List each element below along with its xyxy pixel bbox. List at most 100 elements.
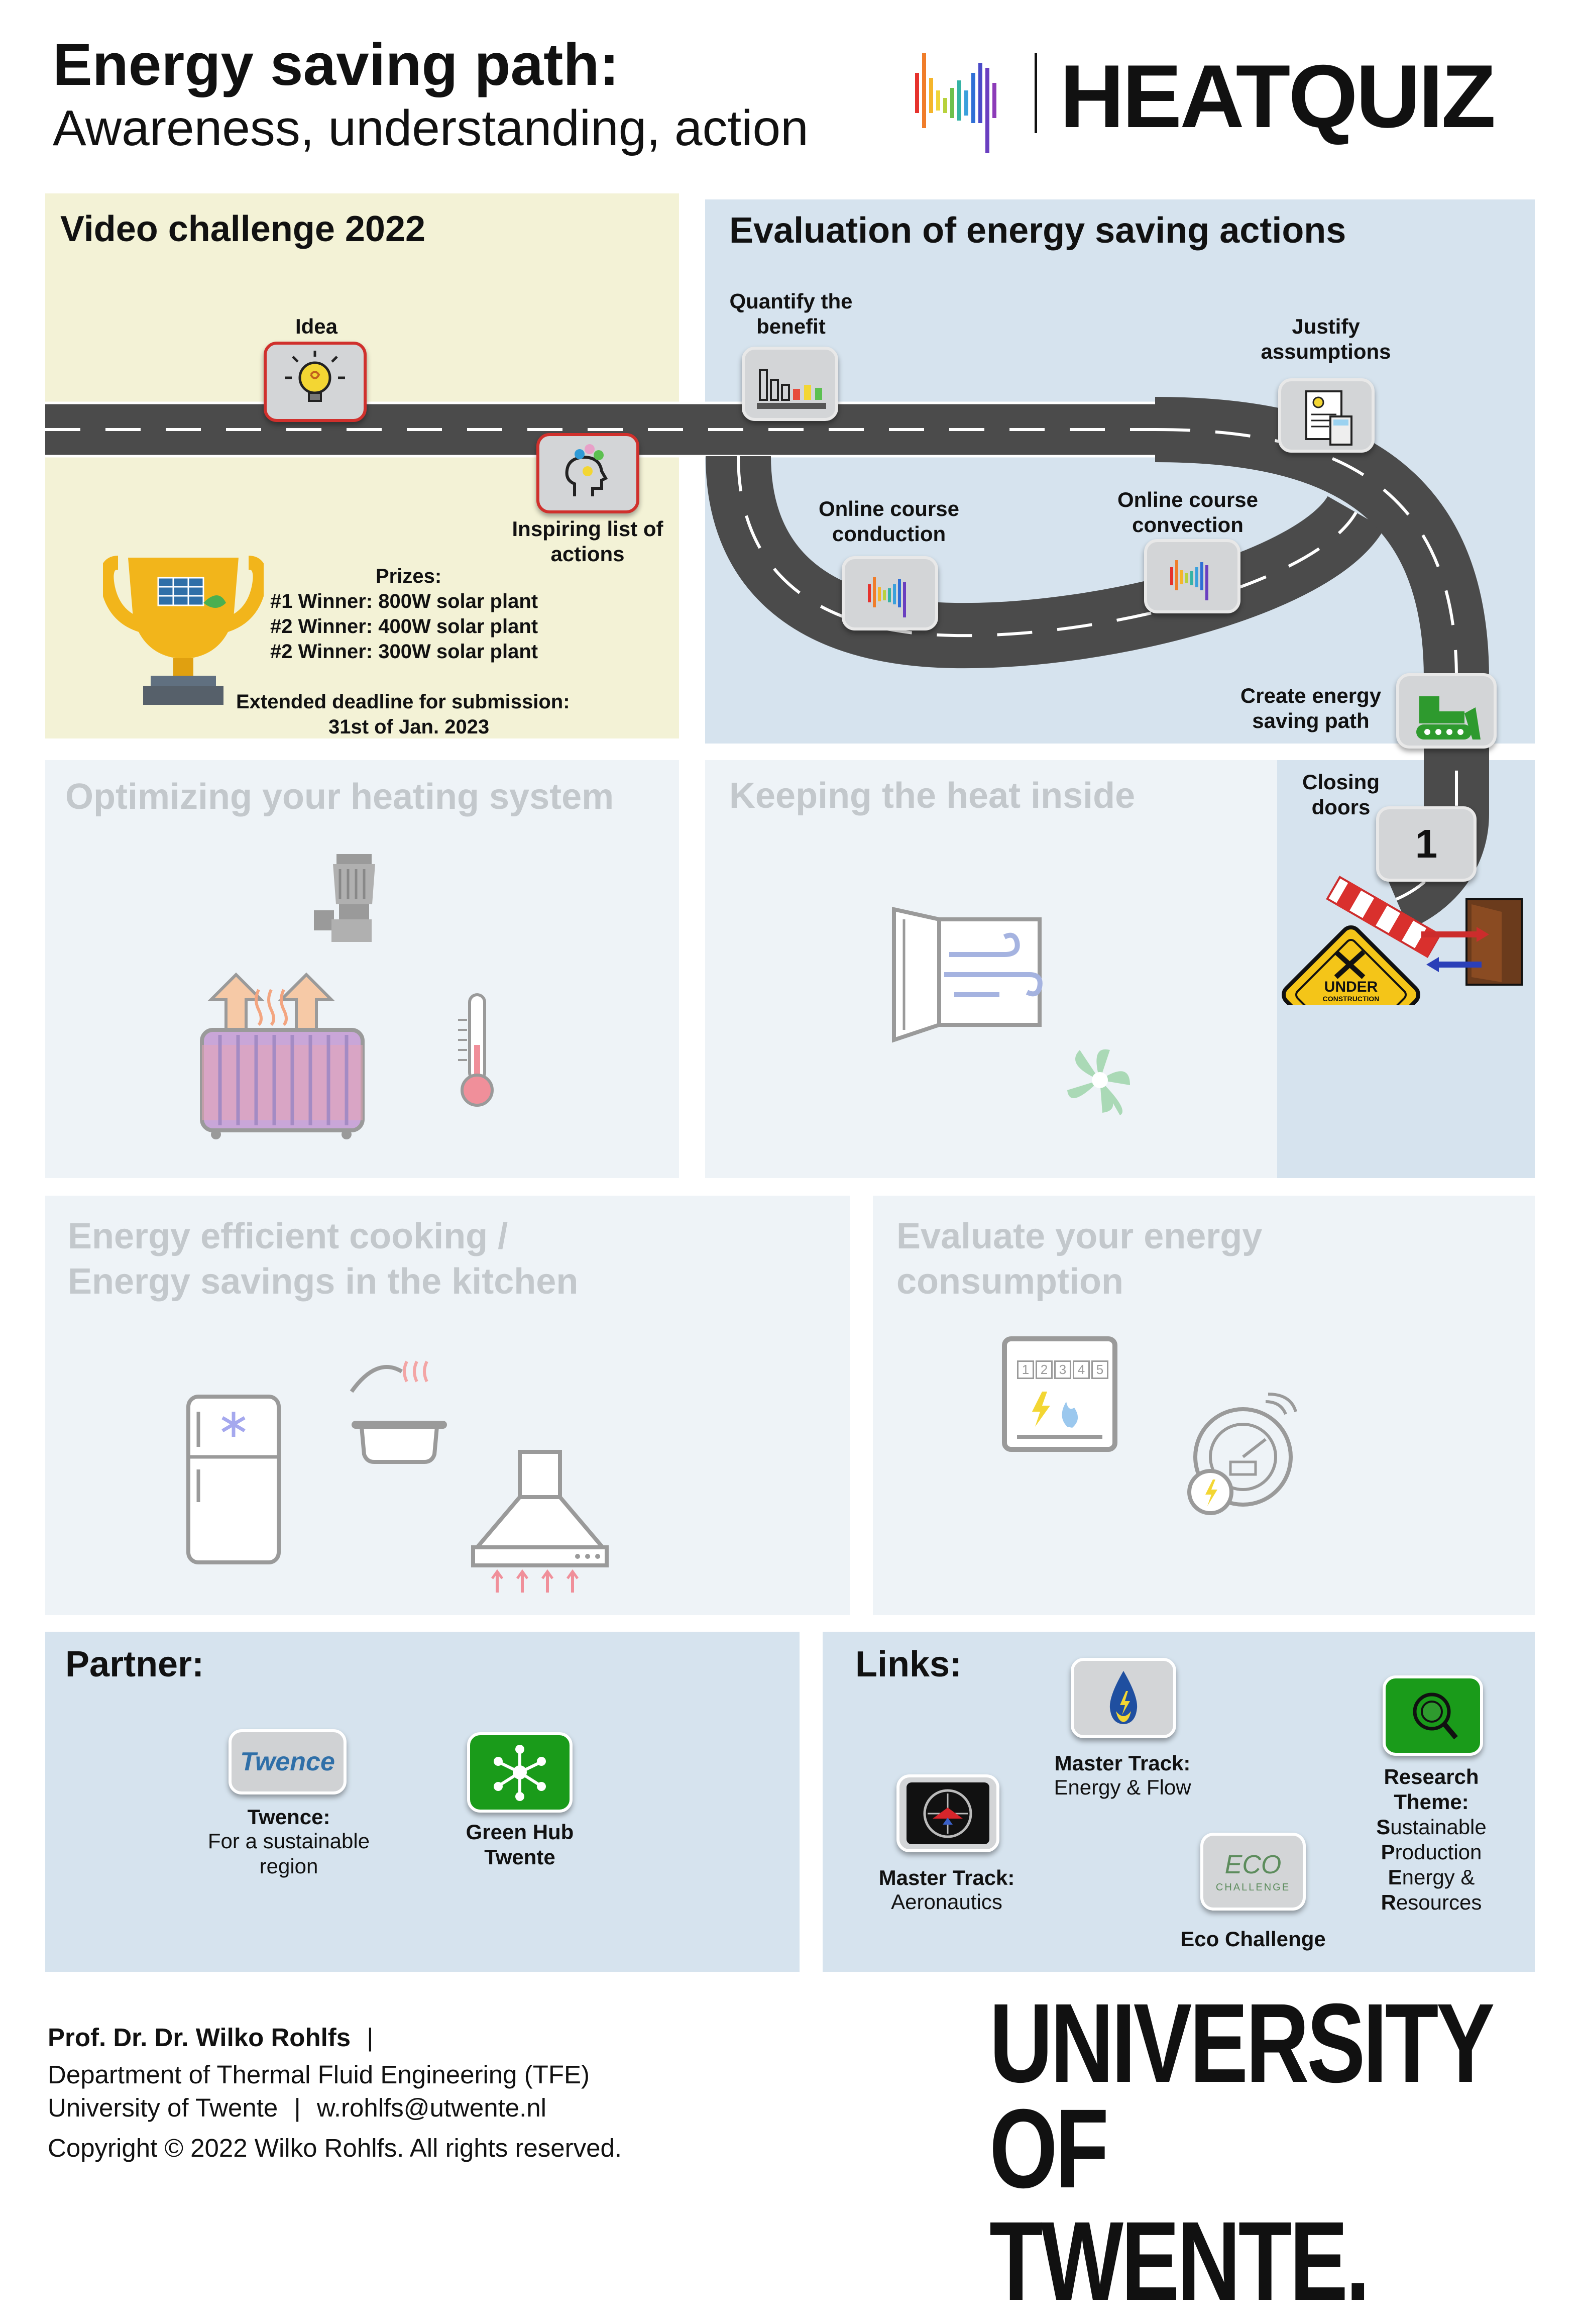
partner-title: Partner: <box>65 1644 204 1684</box>
green-hub-line-1: Green Hub <box>466 1820 574 1844</box>
conduction-course-tile[interactable] <box>842 556 938 630</box>
university-line: University of Twente | w.rohlfs@utwente.… <box>48 2095 546 2121</box>
network-icon <box>494 1745 546 1801</box>
evaluation-title: Evaluation of energy saving actions <box>729 210 1346 251</box>
green-hub-line-2: Twente <box>484 1845 555 1869</box>
aeronautics-badge-icon <box>907 1782 989 1844</box>
convection-label: Online course convection <box>1117 488 1259 537</box>
meter-digit: 2 <box>1036 1360 1053 1379</box>
eco-challenge-label: Eco Challenge <box>1180 1927 1326 1951</box>
aeronautics-tile[interactable] <box>896 1774 999 1852</box>
research-item-first: P <box>1381 1840 1395 1864</box>
lightbulb-icon <box>285 351 345 402</box>
cooking-title-line-1: Energy efficient cooking / <box>68 1216 508 1256</box>
energy-flow-label: Energy & Flow <box>1054 1775 1191 1799</box>
consumption-title-line-2: consumption <box>896 1261 1123 1302</box>
links-title: Links: <box>855 1644 962 1684</box>
partner-panel <box>45 1632 800 1972</box>
heatquiz-course-icon <box>1170 560 1208 600</box>
email-link[interactable]: w.rohlfs@utwente.nl <box>316 2093 547 2122</box>
plane-gauge-icon <box>923 1789 972 1838</box>
thermometer-icon <box>458 993 494 1107</box>
aeronautics-label-bold: Master Track: <box>878 1866 1015 1889</box>
eco-challenge-tile[interactable]: ECO CHALLENGE <box>1200 1833 1306 1911</box>
inspiring-list-label: Inspiring list of actions <box>512 517 663 566</box>
utwente-logo-line-1: UNIVERSITY <box>989 1980 1495 2106</box>
research-item-rest: esources <box>1396 1890 1482 1914</box>
justify-tile[interactable] <box>1278 378 1375 453</box>
meter-digit: 4 <box>1073 1360 1090 1379</box>
convection-course-tile[interactable] <box>1144 539 1240 613</box>
prize-2: #2 Winner: 400W solar plant <box>270 615 538 638</box>
energy-flow-tile[interactable] <box>1071 1658 1176 1738</box>
heatquiz-course-icon <box>868 577 906 617</box>
research-item-rest: ustainable <box>1390 1815 1487 1839</box>
magnifier-recycle-icon <box>1413 1693 1458 1740</box>
research-item-first: R <box>1381 1890 1396 1914</box>
energy-flow-label-bold: Master Track: <box>1054 1751 1191 1775</box>
eco-logo-sub: CHALLENGE <box>1215 1882 1291 1893</box>
under-construction-sign-icon <box>1282 925 1420 1005</box>
author-line: Prof. Dr. Dr. Wilko Rohlfs | <box>48 2025 374 2050</box>
idea-label: Idea <box>295 314 338 338</box>
page-title: Energy saving path: <box>53 32 619 98</box>
inspiring-list-tile[interactable] <box>536 433 639 513</box>
cooker-hood-icon <box>471 1450 609 1593</box>
research-item-rest: roduction <box>1395 1840 1482 1864</box>
research-item: Sustainable <box>1356 1815 1507 1840</box>
copyright: Copyright © 2022 Wilko Rohlfs. All right… <box>48 2134 622 2162</box>
closing-doors-tile[interactable]: 1 <box>1376 806 1477 882</box>
conduction-label: Online course conduction <box>818 497 960 546</box>
utwente-logo-line-2: OF TWENTE. <box>989 2086 1370 2324</box>
fridge-icon <box>186 1395 281 1564</box>
consumption-title-line-1: Evaluate your energy <box>896 1216 1263 1256</box>
calculator-document-icon <box>1305 390 1352 446</box>
deadline-line-2: 31st of Jan. 2023 <box>328 716 490 738</box>
prizes-heading: Prizes: <box>376 565 442 587</box>
barrier-icon <box>1326 876 1441 958</box>
cooking-panel <box>45 1196 850 1615</box>
research-item: Energy & <box>1356 1865 1507 1890</box>
radiator-icon <box>200 972 365 1139</box>
meter-digit: 3 <box>1054 1360 1071 1379</box>
under-construction-small-text: CONSTRUCTION <box>1322 995 1380 1003</box>
heating-title: Optimizing your heating system <box>65 777 614 817</box>
quantify-label: Quantify the benefit <box>729 289 853 339</box>
fan-icon <box>1067 1049 1130 1115</box>
consumption-panel <box>873 1196 1535 1615</box>
eco-logo: ECO <box>1224 1850 1282 1879</box>
justify-label: Justify assumptions <box>1261 314 1391 364</box>
page-subtitle: Awareness, understanding, action <box>53 100 809 156</box>
heatquiz-logo[interactable]: HEATQUIZ <box>914 43 1527 153</box>
author-name: Prof. Dr. Dr. Wilko Rohlfs <box>48 2023 351 2052</box>
meter-digits: 1 2 3 4 5 <box>1017 1360 1108 1379</box>
energy-drop-icon <box>1109 1671 1138 1724</box>
bar-chart-icon <box>757 369 826 409</box>
twence-name: Twence: <box>247 1805 330 1829</box>
research-theme-tile[interactable] <box>1383 1675 1483 1756</box>
research-item-first: S <box>1376 1815 1391 1839</box>
twence-desc-1: For a sustainable <box>207 1829 370 1853</box>
twence-logo-tile[interactable]: Twence <box>229 1729 347 1794</box>
prize-1: #1 Winner: 800W solar plant <box>270 590 538 612</box>
smart-gauge-icon <box>1187 1393 1297 1515</box>
deadline-line-1: Extended deadline for submission: <box>236 691 570 713</box>
research-item-rest: nergy & <box>1402 1865 1475 1889</box>
closing-doors-label: Closing doors <box>1302 770 1380 819</box>
create-path-tile[interactable] <box>1396 673 1497 749</box>
meter-digit: 5 <box>1091 1360 1108 1379</box>
under-construction-text: UNDER <box>1324 979 1378 995</box>
green-hub-tile[interactable] <box>467 1732 573 1813</box>
aeronautics-label: Aeronautics <box>891 1890 1002 1914</box>
research-line-1: Research <box>1384 1765 1479 1788</box>
lightning-flame-icon <box>1017 1392 1102 1439</box>
head-ideas-icon <box>565 444 608 496</box>
energy-meter-icon: 1 2 3 4 5 <box>1002 1336 1117 1452</box>
research-item: Resources <box>1356 1890 1507 1915</box>
twence-logo: Twence <box>240 1747 335 1776</box>
quantify-tile[interactable] <box>742 347 838 421</box>
heat-inside-title: Keeping the heat inside <box>729 776 1136 816</box>
idea-tile[interactable] <box>264 342 367 422</box>
research-item-first: E <box>1388 1865 1402 1889</box>
thermostatic-valve-icon <box>314 854 375 942</box>
